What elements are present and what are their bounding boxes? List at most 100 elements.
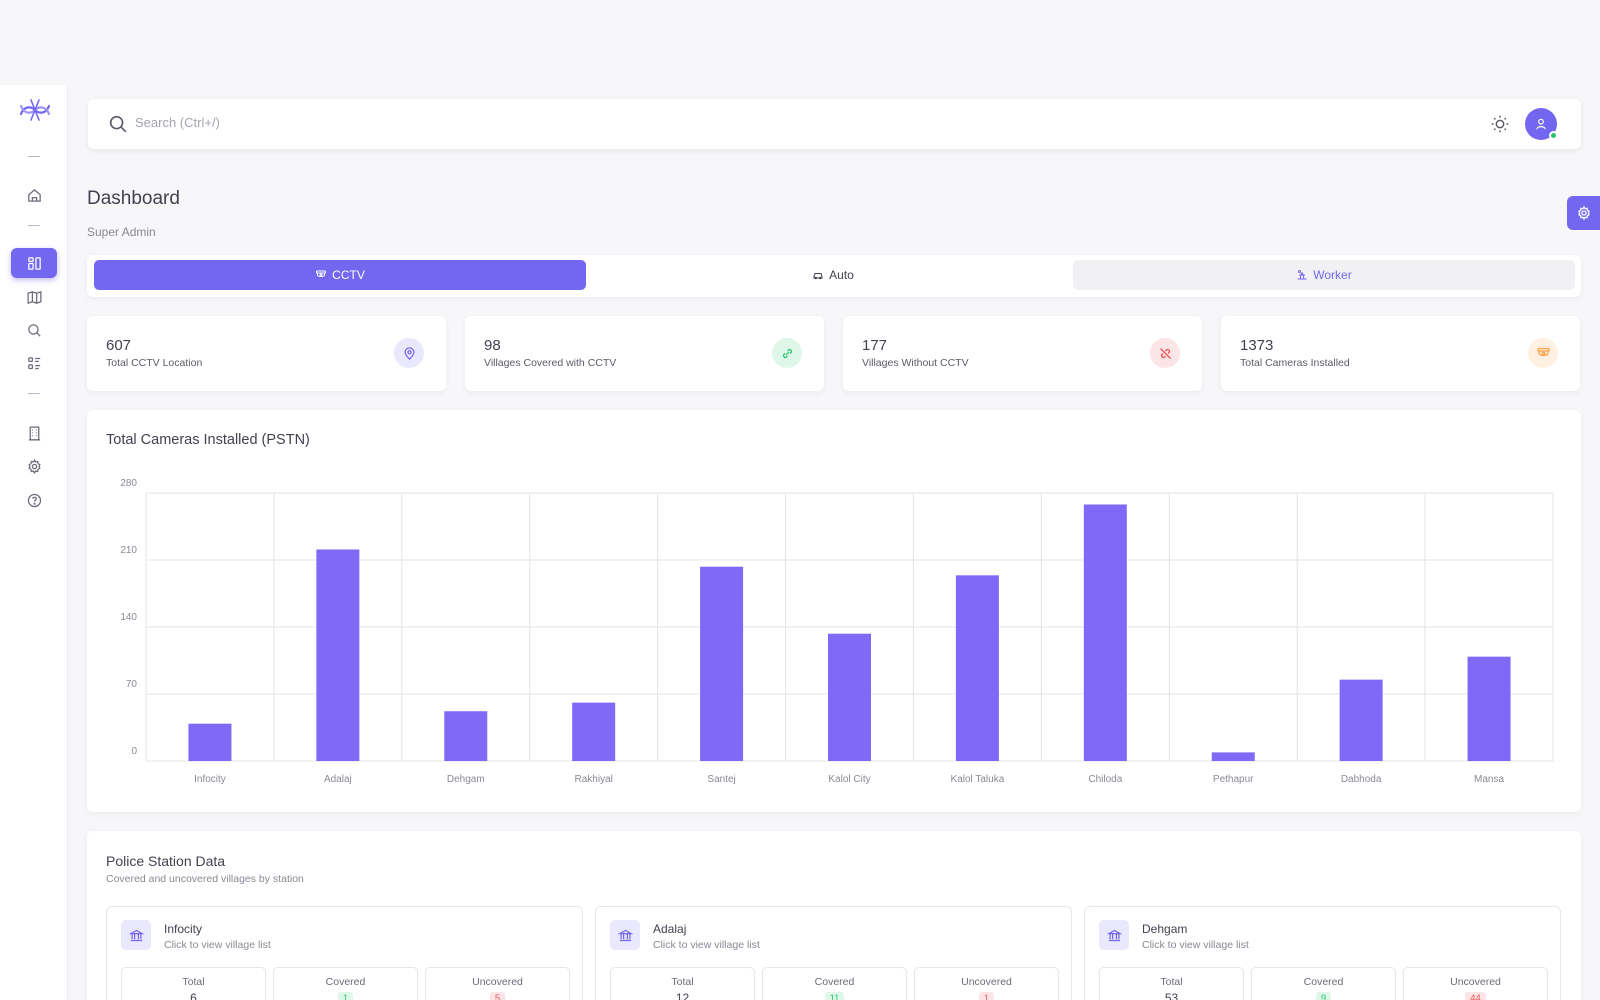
bank-icon xyxy=(121,920,151,950)
y-tick-label: 0 xyxy=(131,746,137,757)
chart-bar xyxy=(955,575,999,761)
station-card-adalaj[interactable]: Adalaj Click to view village list Total 1… xyxy=(595,906,1072,1000)
station-hint: Click to view village list xyxy=(653,939,760,951)
avatar[interactable] xyxy=(1525,108,1558,140)
chart-bar xyxy=(1083,504,1127,761)
tab-cctv[interactable]: CCTV xyxy=(94,260,586,290)
uncovered-badge: 1 xyxy=(978,992,995,1000)
station-card-dehgam[interactable]: Dehgam Click to view village list Total 5… xyxy=(1084,906,1561,1000)
chart-bar xyxy=(1339,679,1383,761)
y-tick-label: 210 xyxy=(120,545,137,556)
customizer-button[interactable] xyxy=(1567,196,1600,230)
station-name: Dehgam xyxy=(1142,922,1188,936)
tab-label: CCTV xyxy=(332,268,365,282)
stat-card-villages-without: 177 Villages Without CCTV xyxy=(843,316,1202,391)
x-tick-label: Dehgam xyxy=(447,774,485,785)
sidebar-item-help[interactable] xyxy=(11,485,57,515)
sidebar xyxy=(0,85,68,1000)
covered-label: Covered xyxy=(1303,976,1344,988)
worker-icon xyxy=(1297,270,1307,280)
online-status-dot xyxy=(1549,131,1558,140)
search-input[interactable]: Search (Ctrl+/) xyxy=(135,115,220,130)
covered-box: Covered 9 xyxy=(1251,967,1396,1000)
chart-title: Total Cameras Installed (PSTN) xyxy=(106,432,310,448)
y-tick-label: 70 xyxy=(126,679,138,690)
station-hint: Click to view village list xyxy=(1142,939,1249,951)
x-tick-label: Dabhoda xyxy=(1341,774,1382,785)
search-icon xyxy=(27,323,41,337)
covered-badge: 1 xyxy=(337,992,354,1000)
cctv-icon xyxy=(316,270,327,277)
x-tick-label: Rakhiyal xyxy=(575,774,613,785)
camera-icon xyxy=(1528,338,1558,368)
sidebar-item-dashboard[interactable] xyxy=(11,248,57,278)
covered-box: Covered 1 xyxy=(273,967,418,1000)
location-icon xyxy=(394,338,424,368)
sidebar-item-building[interactable] xyxy=(11,418,57,448)
sidebar-item-map[interactable] xyxy=(11,282,57,312)
total-box: Total 6 xyxy=(121,967,266,1000)
y-tick-label: 140 xyxy=(120,612,137,623)
total-box: Total 12 xyxy=(610,967,755,1000)
chart-bar xyxy=(1467,656,1511,761)
map-icon xyxy=(26,290,42,304)
total-value: 12 xyxy=(675,991,690,1000)
chart-bar xyxy=(572,702,616,761)
search-icon[interactable] xyxy=(107,113,129,135)
uncovered-label: Uncovered xyxy=(961,976,1012,988)
unlink-icon xyxy=(1150,338,1180,368)
building-icon xyxy=(28,425,40,441)
uncovered-badge: 44 xyxy=(1465,992,1486,1000)
chart-bar xyxy=(444,711,488,761)
category-tabs: CCTV Auto Worker xyxy=(87,255,1581,297)
sidebar-item-list[interactable] xyxy=(11,348,57,378)
sidebar-separator xyxy=(28,156,40,157)
gear-icon xyxy=(1578,205,1590,221)
page-subtitle: Super Admin xyxy=(87,225,156,239)
station-hint: Click to view village list xyxy=(164,939,271,951)
sidebar-separator xyxy=(28,225,40,226)
sidebar-item-settings[interactable] xyxy=(11,451,57,481)
chart-bar xyxy=(828,633,871,761)
tab-worker[interactable]: Worker xyxy=(1073,260,1575,290)
stat-label: Total Cameras Installed xyxy=(1240,357,1350,369)
bank-icon xyxy=(1099,920,1129,950)
sidebar-separator xyxy=(28,393,40,394)
tab-auto[interactable]: Auto xyxy=(589,260,1077,290)
covered-label: Covered xyxy=(814,976,855,988)
sun-icon[interactable] xyxy=(1489,113,1511,135)
uncovered-box: Uncovered 44 xyxy=(1403,967,1548,1000)
uncovered-box: Uncovered 1 xyxy=(914,967,1059,1000)
sidebar-item-search[interactable] xyxy=(11,315,57,345)
home-icon xyxy=(27,188,41,202)
section-subtitle: Covered and uncovered villages by statio… xyxy=(106,873,304,885)
chart-bar xyxy=(700,566,744,761)
covered-badge: 9 xyxy=(1315,992,1332,1000)
station-name: Adalaj xyxy=(653,922,687,936)
covered-box: Covered 11 xyxy=(762,967,907,1000)
station-name: Infocity xyxy=(164,922,203,936)
cameras-bar-chart: 0 70 140 210 280 Infocity Adalaj Dehgam Rakhiyal… xyxy=(120,478,1554,785)
gear-icon xyxy=(27,458,41,474)
covered-badge: 11 xyxy=(824,992,845,1000)
stat-card-total-cameras: 1373 Total Cameras Installed xyxy=(1221,316,1580,391)
user-icon xyxy=(1536,118,1546,130)
total-value: 53 xyxy=(1164,991,1179,1000)
x-tick-label: Santej xyxy=(707,774,735,785)
x-tick-label: Mansa xyxy=(1474,774,1504,785)
stat-card-cctv-locations: 607 Total CCTV Location xyxy=(87,316,446,391)
chart-bar xyxy=(1211,752,1255,761)
total-label: Total xyxy=(671,976,694,988)
cameras-chart-card: Total Cameras Installed (PSTN) 0 70 140 210… xyxy=(87,410,1581,812)
tab-label: Worker xyxy=(1313,268,1352,282)
section-title: Police Station Data xyxy=(106,853,226,869)
stat-value: 177 xyxy=(862,337,888,354)
sidebar-item-home[interactable] xyxy=(11,180,57,210)
uncovered-label: Uncovered xyxy=(472,976,523,988)
page-title: Dashboard xyxy=(87,188,180,209)
app-logo-icon[interactable] xyxy=(18,97,52,123)
station-card-infocity[interactable]: Infocity Click to view village list Tota… xyxy=(106,906,583,1000)
car-icon xyxy=(813,273,823,280)
bank-icon xyxy=(610,920,640,950)
police-station-card: Police Station Data Covered and uncovere… xyxy=(87,831,1581,1000)
